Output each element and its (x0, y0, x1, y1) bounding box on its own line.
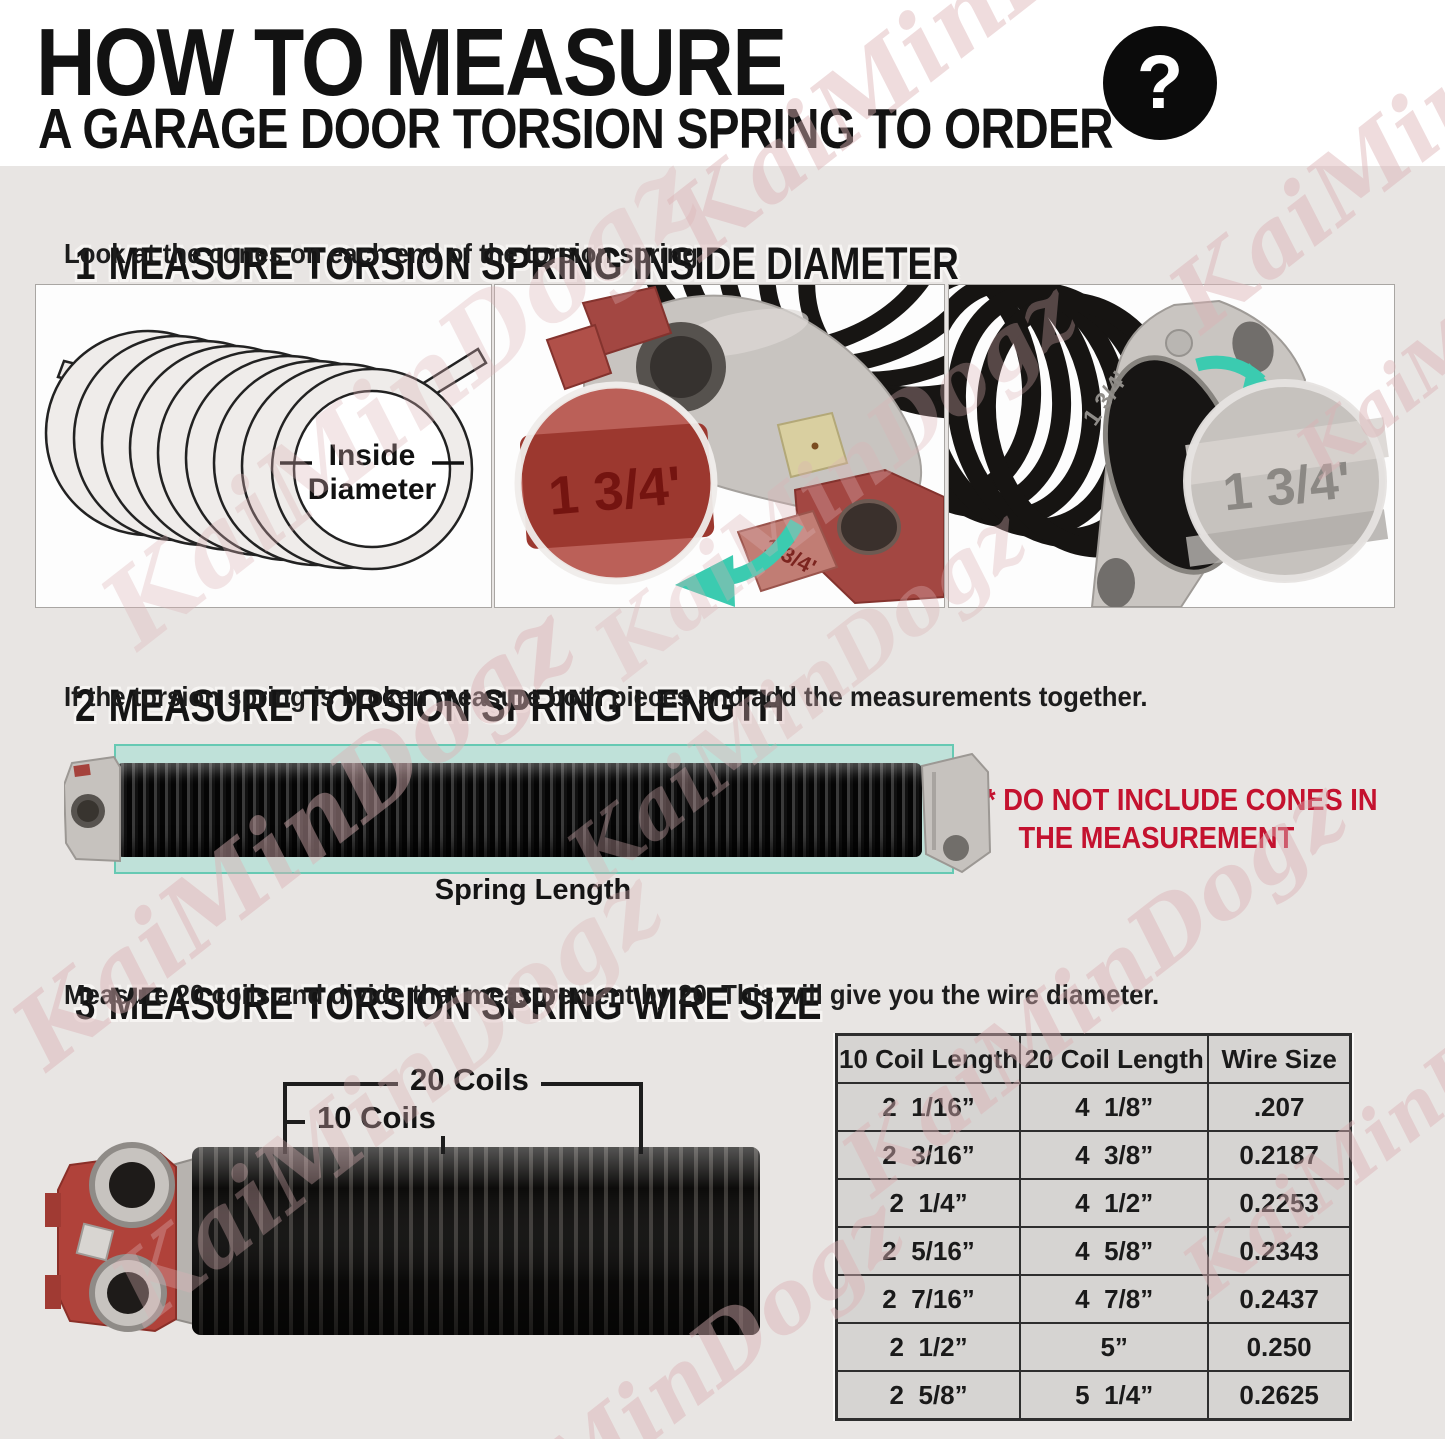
table-cell: 5” (1019, 1322, 1210, 1372)
table-cell: 4 5/8” (1019, 1226, 1210, 1276)
torsion-spring-body (116, 763, 922, 857)
table-cell: 4 3/8” (1019, 1130, 1210, 1180)
wire-size-figure (45, 1142, 760, 1335)
table-cell: 2 5/16” (835, 1226, 1022, 1276)
spring-length-label: Spring Length (434, 874, 632, 906)
table-cell: 5 1/4” (1019, 1370, 1210, 1421)
table-cell: 2 5/8” (835, 1370, 1022, 1421)
section2-number: 2 (75, 680, 96, 731)
section1-heading: 1 MEASURE TORSION SPRING INSIDE DIAMETER (34, 186, 959, 342)
table-header-row: 10 Coil Length 20 Coil Length Wire Size (835, 1033, 1352, 1084)
table-cell: 4 1/2” (1019, 1178, 1210, 1228)
right-cone (920, 752, 992, 874)
label-10-coils: 10 Coils (305, 1100, 448, 1136)
table-cell: 0.2437 (1207, 1274, 1352, 1324)
question-mark-icon: ? (1103, 26, 1217, 140)
table-cell: 0.2253 (1207, 1178, 1352, 1228)
table-cell: 4 7/8” (1019, 1274, 1210, 1324)
winding-cone-photo: 1 3/4' 1 3/4' (494, 101, 1152, 608)
magnified-flange-marking: 1 3/4' (1220, 451, 1353, 522)
table-row: 2 7/16” 4 7/8” 0.2437 (835, 1274, 1352, 1324)
label-20-coils: 20 Coils (398, 1062, 541, 1098)
section3-number: 3 (75, 978, 96, 1029)
table-cell: 2 1/4” (835, 1178, 1022, 1228)
bracket-20-right-line (639, 1082, 643, 1154)
inside-diameter-label-line2: Diameter (308, 473, 437, 506)
table-cell: 0.2187 (1207, 1130, 1352, 1180)
col-header-20-coil: 20 Coil Length (1019, 1033, 1210, 1084)
section2-heading: 2 MEASURE TORSION SPRING LENGTH (34, 628, 785, 784)
stationary-cone-photo: 1 3/4' ​ 1 3/4' (826, 242, 1395, 608)
page-title: HOW TO MEASURE (36, 9, 787, 116)
section1-title: MEASURE TORSION SPRING INSIDE DIAMETER (108, 238, 959, 289)
table-cell: 0.2625 (1207, 1370, 1352, 1421)
wire-size-table: 10 Coil Length 20 Coil Length Wire Size … (835, 1033, 1352, 1421)
table-cell: 0.250 (1207, 1322, 1352, 1372)
inside-diameter-label-line1: Inside (329, 439, 416, 472)
table-row: 2 5/8” 5 1/4” 0.2625 (835, 1370, 1352, 1421)
table-cell: 2 1/16” (835, 1082, 1022, 1132)
table-cell: 0.2343 (1207, 1226, 1352, 1276)
section3-subtitle: Measure 20 coils and divide that measure… (64, 979, 1160, 1010)
col-header-wire-size: Wire Size (1207, 1033, 1352, 1084)
section3-title: MEASURE TORSION SPRING WIRE SIZE (108, 978, 822, 1029)
table-cell: 2 3/16” (835, 1130, 1022, 1180)
magnified-cone-marking: 1 3/4' (546, 455, 684, 526)
table-row: 2 3/16” 4 3/8” 0.2187 (835, 1130, 1352, 1180)
table-row: 2 1/2” 5” 0.250 (835, 1322, 1352, 1372)
stationary-cone-graphic: 1 3/4' ​ 1 3/4' (826, 242, 1389, 608)
bracket-10-right-line (441, 1120, 445, 1154)
section1-number: 1 (75, 238, 96, 289)
section2-subtitle: If the torsion spring is broken measure … (64, 681, 1148, 712)
bracket-left-line (283, 1082, 287, 1154)
page-subtitle: A GARAGE DOOR TORSION SPRING TO ORDER (38, 97, 1114, 161)
table-row: 2 1/4” 4 1/2” 0.2253 (835, 1178, 1352, 1228)
section1-subtitle: Look at the cones on each end of the tor… (64, 238, 699, 269)
left-cone (64, 755, 121, 863)
section3-heading: 3 MEASURE TORSION SPRING WIRE SIZE (34, 926, 821, 1082)
table-cell: 4 1/8” (1019, 1082, 1210, 1132)
col-header-10-coil: 10 Coil Length (835, 1033, 1022, 1084)
table-cell: 2 7/16” (835, 1274, 1022, 1324)
section2-title: MEASURE TORSION SPRING LENGTH (108, 680, 785, 731)
cone-warning-note: * DO NOT INCLUDE CONES IN THE MEASUREMENT (985, 782, 1378, 855)
table-cell: 2 1/2” (835, 1322, 1022, 1372)
winding-cone-graphic: 1 3/4' 1 3/4' (514, 101, 1152, 607)
coil-drawing: Inside Diameter (44, 329, 488, 571)
header: HOW TO MEASURE A GARAGE DOOR TORSION SPR… (0, 0, 1445, 166)
table-cell: .207 (1207, 1082, 1352, 1132)
inside-diameter-illustration: Inside Diameter (35, 284, 492, 608)
table-row: 2 5/16” 4 5/8” 0.2343 (835, 1226, 1352, 1276)
question-mark-glyph: ? (1136, 40, 1184, 125)
table-row: 2 1/16” 4 1/8” .207 (835, 1082, 1352, 1132)
